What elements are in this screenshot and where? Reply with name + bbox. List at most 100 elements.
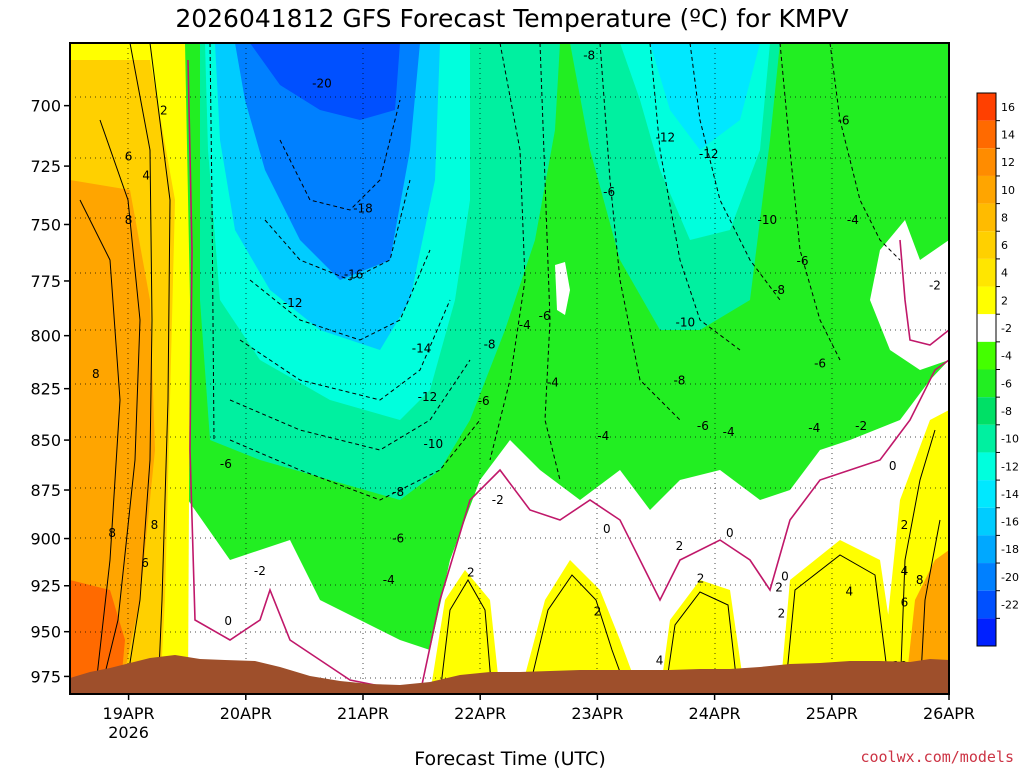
colorbar-swatch-16 bbox=[977, 535, 996, 564]
contour-warm-2 bbox=[124, 43, 153, 694]
contour-label-49: -4 bbox=[808, 421, 820, 435]
contour-label-20: 0 bbox=[224, 614, 232, 628]
contour-label-14: -10 bbox=[424, 437, 444, 451]
contour-label-1: 6 bbox=[125, 150, 133, 164]
x-tick-sublabel-0: 2026 bbox=[108, 723, 149, 742]
x-tick-label-3: 22APR bbox=[454, 704, 506, 723]
band-yellow-low bbox=[430, 410, 949, 694]
colorbar-swatch-3 bbox=[977, 175, 996, 204]
contour-cold-7 bbox=[279, 99, 401, 211]
contour-label-30: -4 bbox=[597, 429, 609, 443]
contour-label-43: -10 bbox=[758, 213, 778, 227]
contour-cold-2 bbox=[229, 419, 481, 501]
x-tick-label-7: 26APR bbox=[923, 704, 975, 723]
contour-cold-6 bbox=[264, 179, 411, 281]
contour-mid-1 bbox=[489, 43, 526, 461]
y-tick-label-700: 700 bbox=[30, 97, 61, 116]
x-tick-label-2: 21APR bbox=[337, 704, 389, 723]
colorbar-label-4: 8 bbox=[1001, 211, 1008, 224]
colorbar-swatch-7 bbox=[977, 286, 996, 315]
contour-label-26: 2 bbox=[467, 566, 475, 580]
y-tick-label-975: 975 bbox=[30, 667, 61, 686]
contour-label-5: 8 bbox=[108, 526, 116, 540]
contour-label-28: -6 bbox=[603, 185, 615, 199]
contour-label-48: -6 bbox=[814, 356, 826, 370]
colorbar-label-15: -16 bbox=[1001, 516, 1019, 529]
contour-label-44: -6 bbox=[797, 254, 809, 268]
contour-label-56: 4 bbox=[846, 584, 854, 598]
contour-warm-low-4 bbox=[784, 554, 891, 694]
contour-cold-5 bbox=[249, 249, 431, 341]
band-white-right-upper bbox=[870, 220, 949, 370]
colorbar-label-16: -18 bbox=[1001, 543, 1019, 556]
contour-warm-4 bbox=[79, 199, 121, 694]
band-white-low bbox=[188, 360, 949, 694]
contour-label-47: -4 bbox=[847, 213, 859, 227]
gridlines bbox=[70, 43, 949, 694]
contour-label-58: 4 bbox=[901, 564, 909, 578]
band-warm-left-hot bbox=[70, 580, 125, 694]
colorbar-label-17: -20 bbox=[1001, 571, 1019, 584]
contour-label-10: -16 bbox=[344, 267, 364, 281]
contour-mid-2 bbox=[539, 43, 561, 481]
contour-label-45: -8 bbox=[773, 283, 785, 297]
colorbar-label-12: -10 bbox=[1001, 433, 1019, 446]
plot-frame bbox=[69, 42, 950, 695]
colorbar-label-2: 12 bbox=[1001, 156, 1015, 169]
colorbar-label-14: -14 bbox=[1001, 488, 1019, 501]
contour-label-50: -2 bbox=[855, 419, 867, 433]
contour-label-53: 0 bbox=[781, 569, 789, 583]
contour-label-31: 0 bbox=[603, 522, 611, 536]
colorbar-label-18: -22 bbox=[1001, 599, 1019, 612]
colorbar-label-10: -6 bbox=[1001, 377, 1012, 390]
contour-label-7: 6 bbox=[141, 556, 149, 570]
colorbar-label-11: -8 bbox=[1001, 405, 1012, 418]
colorbar-label-7: 2 bbox=[1001, 294, 1008, 307]
y-axis: 700 725 750 775 800 825 850 875 900 925 950 975 bbox=[30, 97, 70, 686]
colorbar-label-0: 16 bbox=[1001, 101, 1015, 114]
colorbar-swatch-15 bbox=[977, 507, 996, 536]
contour-label-18: -6 bbox=[220, 457, 232, 471]
contour-label-19: -2 bbox=[254, 564, 266, 578]
contour-right-2 bbox=[829, 43, 901, 261]
colorbar-swatch-4 bbox=[977, 203, 996, 232]
x-tick-label-5: 24APR bbox=[689, 704, 741, 723]
colorbar-swatch-2 bbox=[977, 148, 996, 176]
colorbar-label-6: 4 bbox=[1001, 267, 1008, 280]
colorbar-label-3: 10 bbox=[1001, 184, 1015, 197]
zero-contour-mid bbox=[419, 359, 949, 694]
zero-contour-right bbox=[899, 239, 949, 346]
colorbar-swatch-18 bbox=[977, 590, 996, 619]
colorbar-swatch-9 bbox=[977, 341, 996, 370]
contour-label-60: 6 bbox=[901, 595, 909, 609]
colorbar-label-9: -4 bbox=[1001, 350, 1012, 363]
credit-text: coolwx.com/models bbox=[860, 748, 1014, 766]
contour-label-24: -6 bbox=[539, 309, 551, 323]
x-axis-label: Forecast Time (UTC) bbox=[414, 748, 605, 768]
y-tick-label-925: 925 bbox=[30, 577, 61, 596]
contour-label-12: -14 bbox=[412, 342, 432, 356]
contour-label-6: 8 bbox=[151, 518, 159, 532]
y-tick-label-825: 825 bbox=[30, 380, 61, 399]
colorbar-swatch-11 bbox=[977, 397, 996, 425]
contour-label-46: -6 bbox=[838, 113, 850, 127]
contour-label-38: -4 bbox=[723, 425, 735, 439]
colorbar-label-5: 6 bbox=[1001, 239, 1008, 252]
contour-label-33: -12 bbox=[656, 130, 676, 144]
contour-label-27: -8 bbox=[583, 49, 595, 63]
contour-label-23: -4 bbox=[519, 318, 531, 332]
colorbar-swatch-5 bbox=[977, 231, 996, 259]
contour-label-51: -2 bbox=[929, 278, 941, 292]
colorbar-swatch-19 bbox=[977, 618, 996, 646]
contour-mid-3 bbox=[599, 43, 681, 421]
y-tick-label-800: 800 bbox=[30, 327, 61, 346]
contour-label-11: -12 bbox=[283, 296, 303, 310]
contour-label-9: -18 bbox=[353, 201, 373, 215]
zero-contour-left bbox=[187, 59, 401, 691]
band-warm-left-core bbox=[70, 180, 155, 694]
terrain-surface bbox=[70, 655, 949, 694]
contour-label-32: 2 bbox=[594, 605, 602, 619]
y-tick-label-900: 900 bbox=[30, 530, 61, 549]
colorbar-swatch-0 bbox=[977, 93, 996, 121]
y-tick-label-875: 875 bbox=[30, 481, 61, 500]
